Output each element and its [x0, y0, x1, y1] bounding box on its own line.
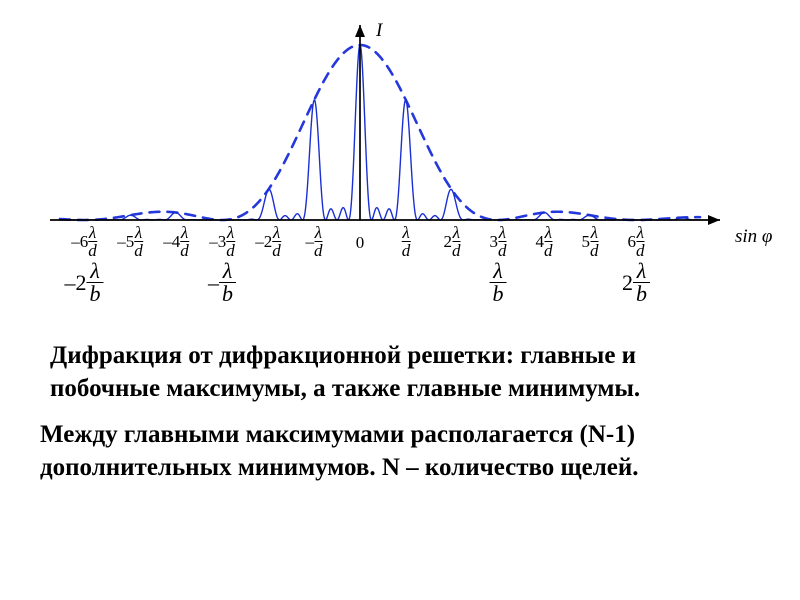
d-tick: 0	[356, 232, 365, 253]
d-tick: 2λd	[444, 224, 461, 259]
d-tick: –λd	[306, 224, 323, 259]
b-tick: λb	[490, 260, 507, 305]
d-tick: 5λd	[582, 224, 599, 259]
y-axis-label: I	[376, 20, 382, 42]
y-axis-arrow	[355, 25, 365, 37]
diffraction-chart: I sin φ –6λd–5λd–4λd–3λd–2λd–λd0λd2λd3λd…	[0, 0, 800, 260]
d-tick: 6λd	[628, 224, 645, 259]
b-tick-labels: –2λb –λb λb 2λb	[0, 260, 800, 320]
b-tick: 2λb	[622, 260, 650, 305]
caption-2: Между главными максимумами располагается…	[40, 419, 760, 484]
b-tick: –2λb	[65, 260, 104, 305]
envelope-curve	[60, 45, 700, 220]
d-tick-labels: –6λd –5λd –4λd –3λd –2λd –λd 0 λd 2λd 3λd 4λd 5λd 6λ…	[0, 224, 800, 264]
d-tick: –5λd	[117, 224, 143, 259]
d-tick: –4λd	[163, 224, 189, 259]
d-tick: 3λd	[490, 224, 507, 259]
caption-1: Дифракция от дифракционной решетки: глав…	[50, 340, 750, 405]
d-tick: –6λd	[71, 224, 97, 259]
grating-intensity-curve	[60, 45, 700, 220]
d-tick: –3λd	[209, 224, 235, 259]
chart-svg	[0, 0, 800, 260]
d-tick: λd	[402, 224, 411, 259]
b-tick: –λb	[208, 260, 236, 305]
d-tick: –2λd	[255, 224, 281, 259]
d-tick: 4λd	[536, 224, 553, 259]
